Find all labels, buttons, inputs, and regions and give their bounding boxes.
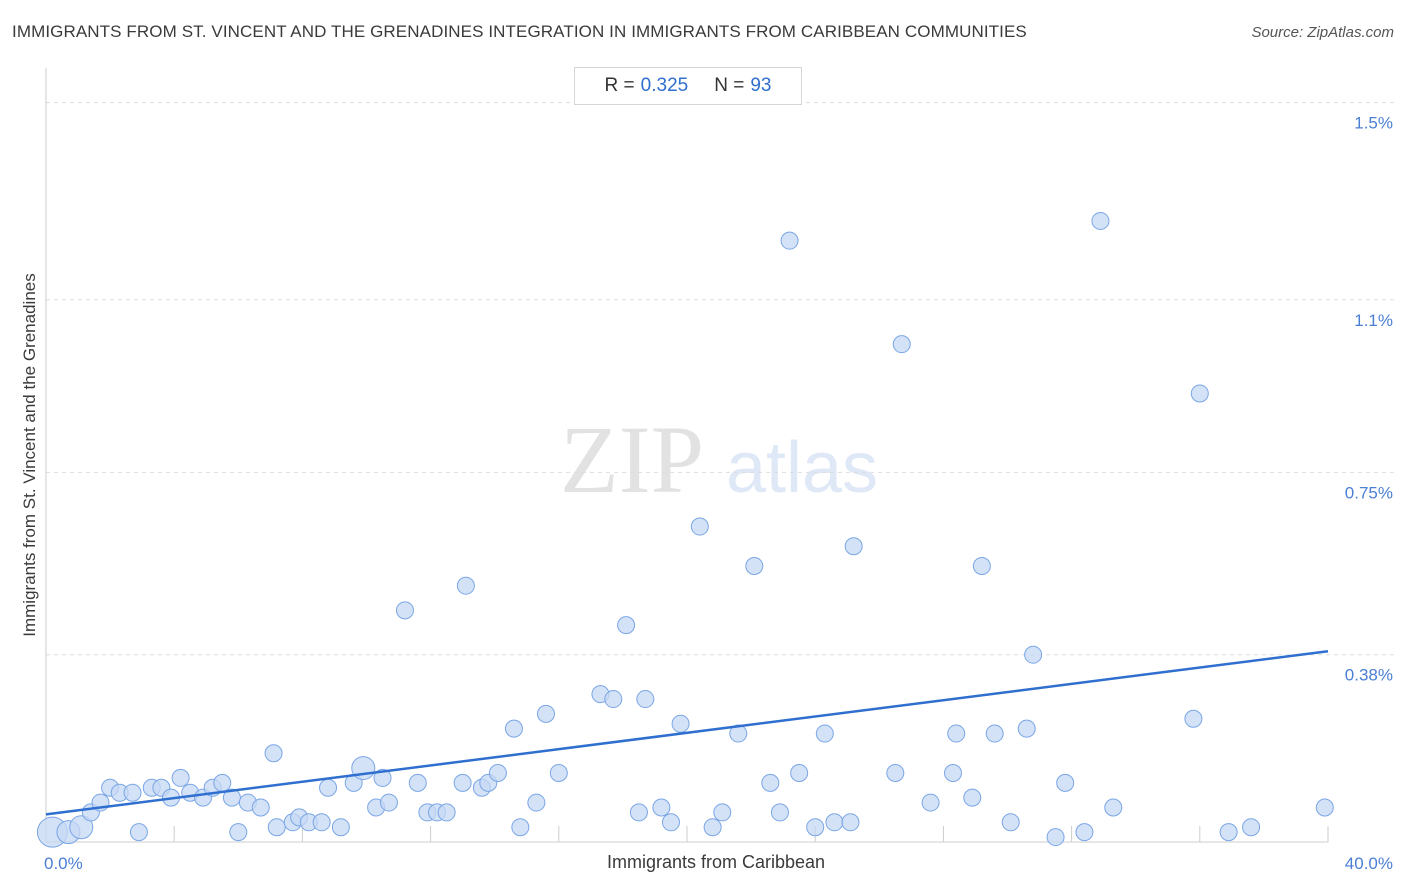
r-label: R = <box>604 75 635 96</box>
data-point <box>1242 818 1261 837</box>
y-tick-label: 0.38% <box>1345 666 1393 685</box>
data-point <box>790 763 809 782</box>
data-point <box>373 768 392 787</box>
data-point <box>892 335 911 354</box>
data-point <box>1056 773 1075 792</box>
data-point <box>841 813 860 832</box>
data-point <box>123 783 142 802</box>
data-point <box>671 714 690 733</box>
data-point <box>1104 798 1123 817</box>
n-label: N = <box>714 75 745 96</box>
y-tick-label: 1.1% <box>1354 311 1393 330</box>
data-point <box>1046 828 1065 847</box>
data-point <box>1190 384 1209 403</box>
data-point <box>690 517 709 536</box>
data-point <box>312 813 331 832</box>
data-point <box>549 763 568 782</box>
watermark: ZIP atlas <box>560 406 878 513</box>
data-point <box>267 818 286 837</box>
source-note: Source: ZipAtlas.com <box>1251 24 1394 41</box>
data-point <box>536 704 555 723</box>
data-point <box>825 813 844 832</box>
data-point <box>1024 645 1043 664</box>
data-point <box>770 803 789 822</box>
data-point <box>1017 719 1036 738</box>
data-point <box>527 793 546 812</box>
data-point <box>745 556 764 575</box>
data-point <box>229 823 248 842</box>
data-point <box>985 724 1004 743</box>
data-point <box>761 773 780 792</box>
data-point <box>1075 823 1094 842</box>
data-point <box>395 601 414 620</box>
x-tick-label: 0.0% <box>44 854 83 873</box>
data-point <box>886 763 905 782</box>
data-point <box>944 763 963 782</box>
data-point <box>636 690 655 709</box>
data-point <box>251 798 270 817</box>
trend-line-group <box>45 650 1329 816</box>
data-point <box>661 813 680 832</box>
stats-box: R = 0.325 N = 93 <box>574 67 802 105</box>
data-point <box>453 773 472 792</box>
data-point <box>1184 709 1203 728</box>
data-point <box>1001 813 1020 832</box>
data-point <box>504 719 523 738</box>
grid-lines <box>46 102 1394 656</box>
x-axis-label: Immigrants from Caribbean <box>606 852 826 872</box>
data-point <box>947 724 966 743</box>
y-tick-label: 0.75% <box>1345 483 1393 502</box>
data-point <box>488 763 507 782</box>
data-point <box>408 773 427 792</box>
tick-labels: 1.5% 1.1% 0.75% 0.38% 0.0% 40.0% <box>44 114 1393 873</box>
data-point <box>921 793 940 812</box>
data-point <box>963 788 982 807</box>
data-point <box>171 768 190 787</box>
data-point <box>844 537 863 556</box>
data-point <box>815 724 834 743</box>
watermark-atlas: atlas <box>726 428 878 508</box>
data-point <box>69 815 94 840</box>
data-point <box>1219 823 1238 842</box>
data-point <box>972 556 991 575</box>
data-point <box>652 798 671 817</box>
data-point <box>437 803 456 822</box>
data-point <box>604 690 623 709</box>
data-point <box>379 793 398 812</box>
data-point <box>629 803 648 822</box>
data-point <box>264 744 283 763</box>
data-point <box>1091 211 1110 230</box>
data-point <box>713 803 732 822</box>
data-points <box>36 211 1334 848</box>
n-value: 93 <box>750 75 772 96</box>
trend-line <box>45 650 1329 816</box>
data-point <box>213 773 232 792</box>
data-point <box>331 818 350 837</box>
data-point <box>456 576 475 595</box>
data-point <box>319 778 338 797</box>
data-point <box>806 818 825 837</box>
chart-title: IMMIGRANTS FROM ST. VINCENT AND THE GREN… <box>12 22 1027 41</box>
r-value: 0.325 <box>640 75 689 96</box>
x-tick-label: 40.0% <box>1345 854 1393 873</box>
y-tick-label: 1.5% <box>1354 114 1393 133</box>
data-point <box>703 818 722 837</box>
watermark-zip: ZIP <box>560 406 704 513</box>
data-point <box>511 818 530 837</box>
data-point <box>617 616 636 635</box>
data-point <box>780 231 799 250</box>
data-point <box>129 823 148 842</box>
data-point <box>1315 798 1334 817</box>
